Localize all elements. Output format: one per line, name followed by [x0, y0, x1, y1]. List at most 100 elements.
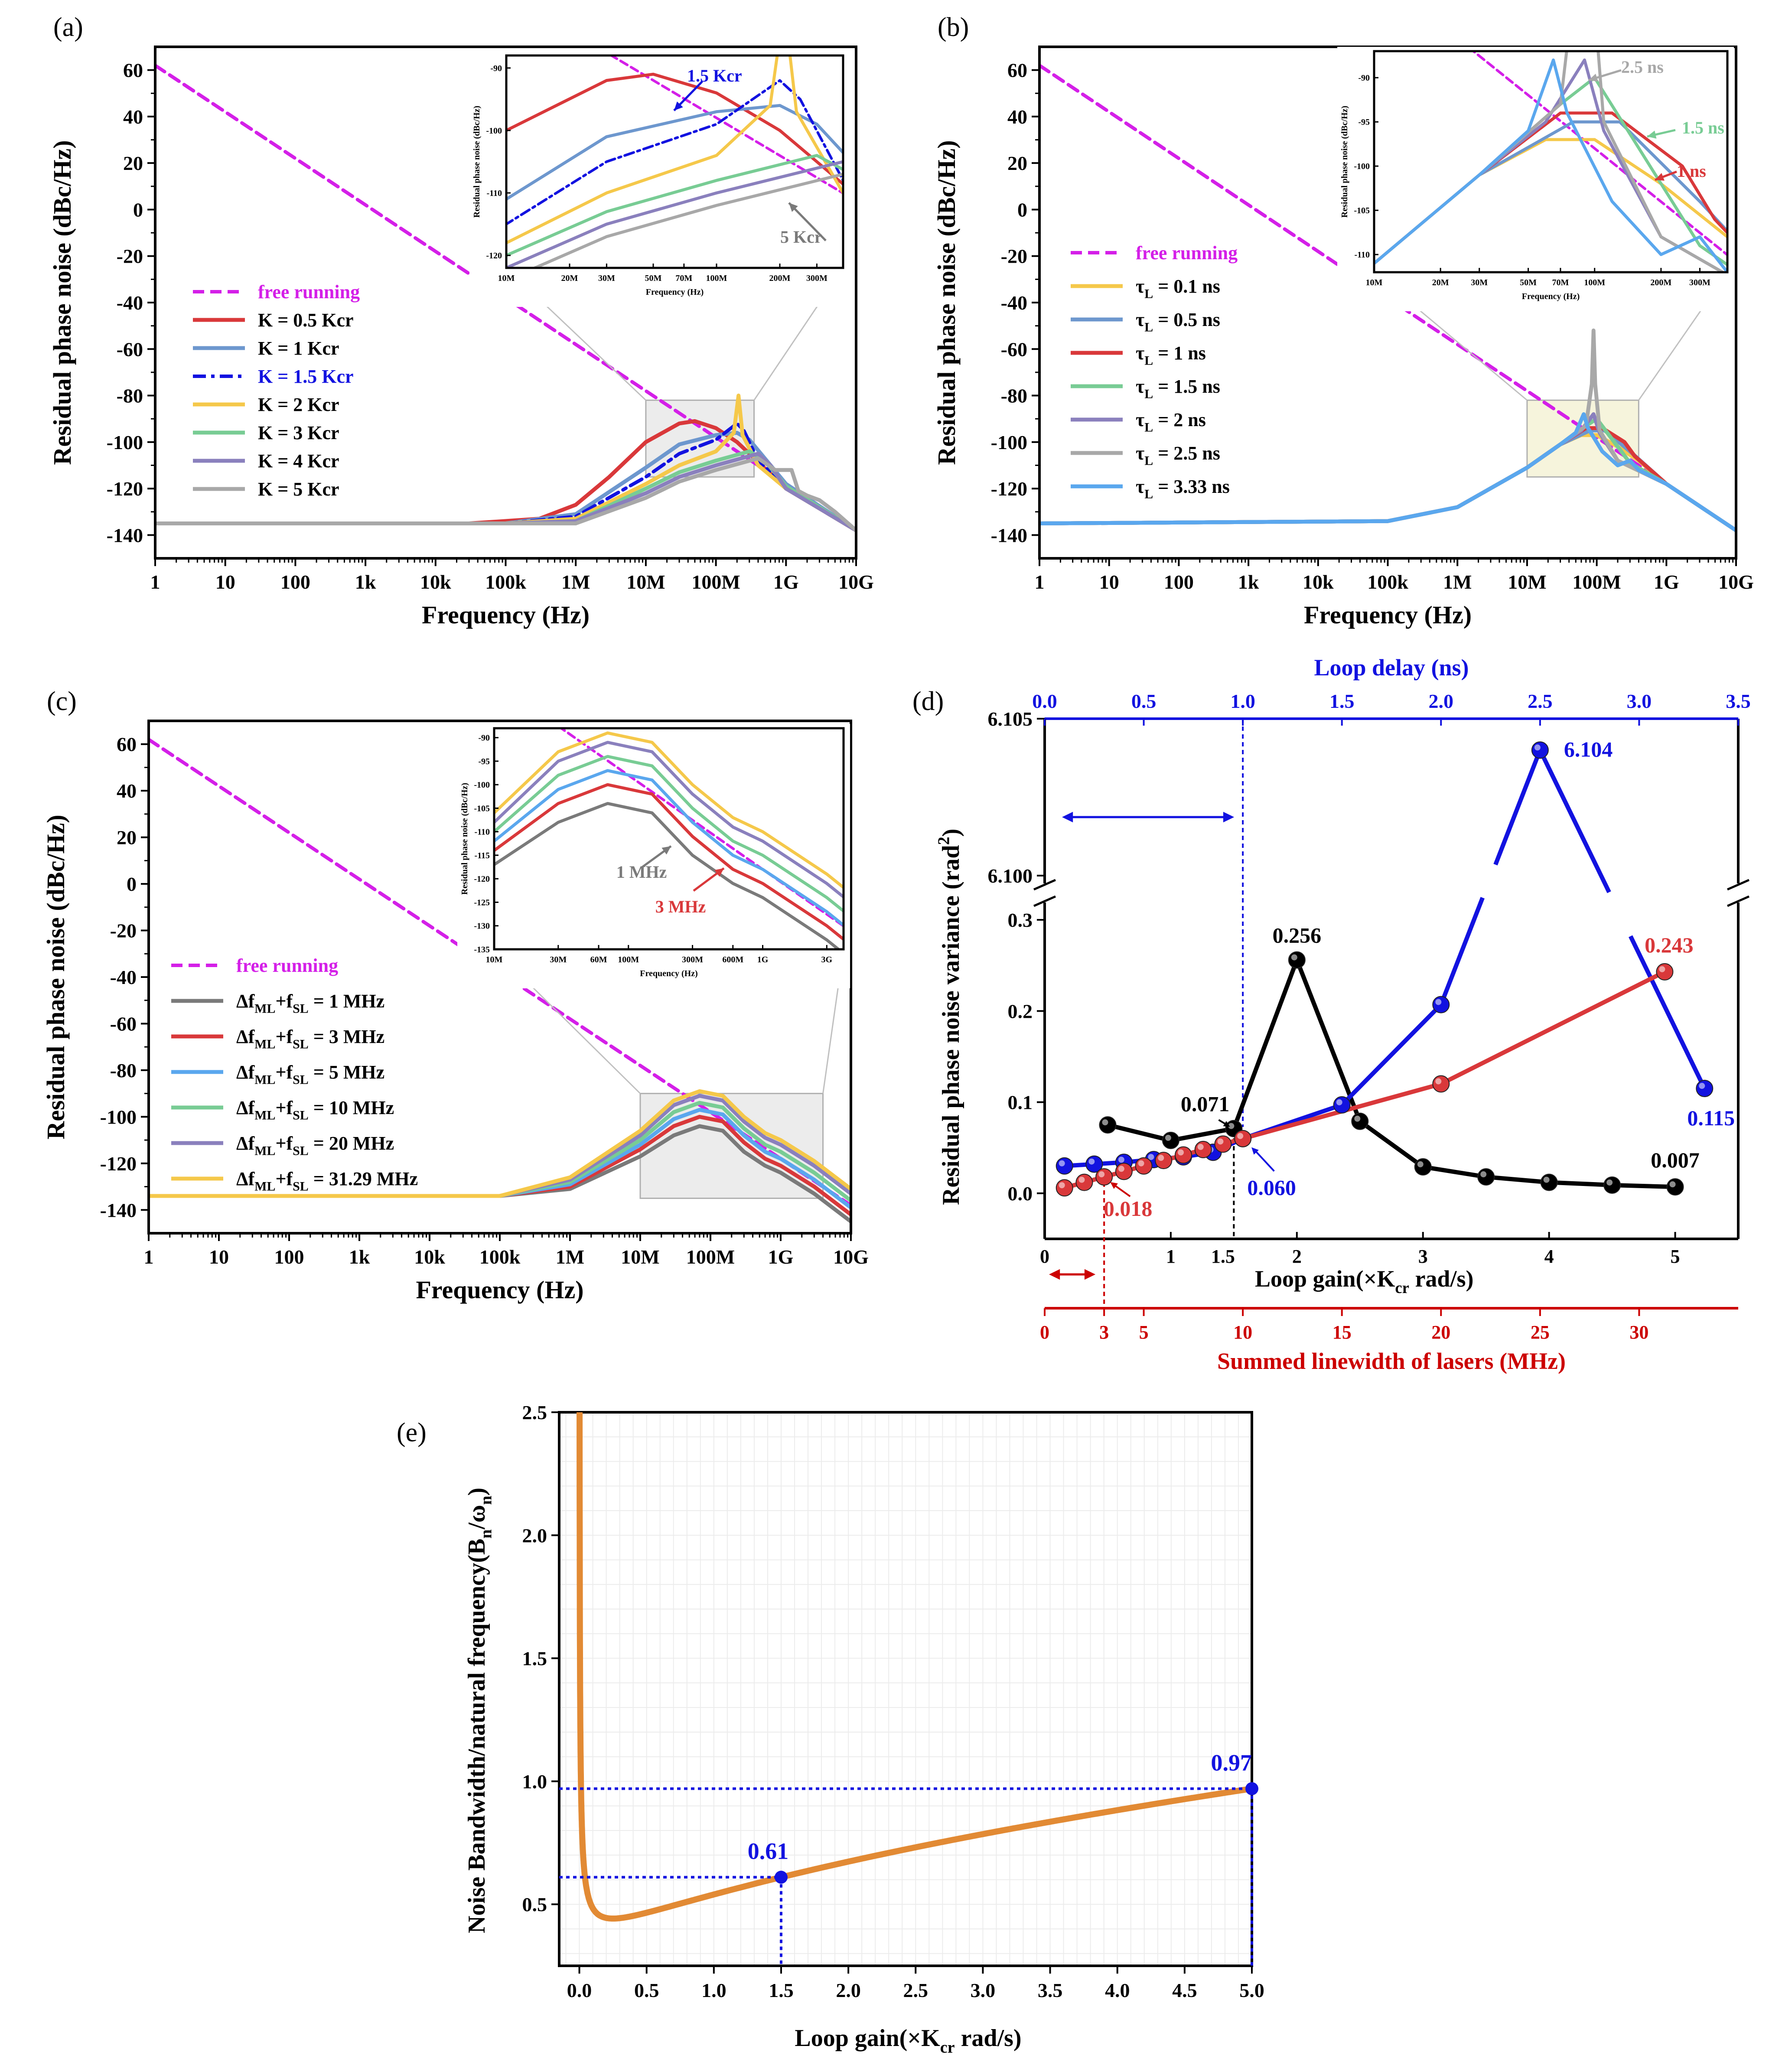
panel-label-a: (a)	[53, 13, 83, 42]
legend-label-a-5: K = 3 Kcr	[258, 422, 339, 443]
inset-y-tick-label-b-3: -95	[1358, 117, 1370, 127]
inset-x-tick-label-c-5: 600M	[722, 955, 743, 964]
legend-label-c-6: ΔfML+fSL = 31.29 MHz	[236, 1168, 418, 1193]
inset-x-tick-label-a-5: 100M	[706, 274, 727, 283]
inset-frame-a	[505, 54, 844, 269]
inset-x-tick-label-a-2: 30M	[598, 274, 615, 283]
inset-x-tick-label-a-4: 70M	[675, 274, 692, 283]
x-tick-label-b-9: 1G	[1654, 571, 1679, 593]
legend-label-c-4: ΔfML+fSL = 10 MHz	[236, 1097, 394, 1122]
series-line-b-7	[1039, 412, 1736, 533]
inset-y-tick-label-a-0: -120	[486, 251, 502, 261]
y-tick-label-b-7: 0	[1017, 199, 1027, 221]
x-tick-label-e-4: 2.0	[836, 1979, 861, 2001]
annotation-arrow-a-1	[788, 202, 827, 241]
legend-label-b-2-part-0: τ	[1136, 309, 1144, 330]
y-tick-label-c-3: -80	[110, 1059, 137, 1082]
red-x-tick-label-4: 15	[1332, 1322, 1352, 1343]
y-axis-title-d-part-1: 2	[935, 837, 953, 845]
inset-line-b-0	[1471, 51, 1727, 257]
inset-y-tick-label-b-1: -105	[1354, 206, 1370, 215]
x-tick-label-a-10: 10G	[838, 571, 874, 593]
legend-label-c-6-part-2: +f	[275, 1168, 293, 1189]
data-point-d-1-10	[1696, 1080, 1714, 1098]
inset-x-tick-label-c-2: 60M	[590, 955, 607, 964]
data-point-d-0-4	[1351, 1112, 1369, 1130]
y-tick-label-b-0: -140	[991, 524, 1027, 546]
legend-label-c-2-part-0: Δf	[236, 1026, 255, 1047]
legend-label-b-6-part-0: τ	[1136, 443, 1144, 464]
legend-label-b-1-part-1: L	[1144, 287, 1153, 301]
legend-label-b-5-part-2: = 2 ns	[1153, 409, 1206, 430]
x-tick-label-b-7: 10M	[1508, 571, 1546, 593]
red-x-tick-label-5: 20	[1431, 1322, 1450, 1343]
red-x-tick-label-1: 3	[1099, 1322, 1109, 1343]
y-axis-title-e-part-4: )	[463, 1488, 490, 1496]
inset-line-c-2	[494, 783, 844, 942]
legend-label-c-5-part-1: ML	[254, 1144, 275, 1158]
annotation-arrowhead-a-0	[674, 101, 683, 111]
pointer-arrowhead-blue	[1251, 1147, 1259, 1155]
data-point-shine	[1237, 1133, 1244, 1139]
legend-label-a-1: K = 0.5 Kcr	[258, 309, 354, 331]
inset-x-tick-label-c-1: 30M	[550, 955, 567, 964]
inset-y-tick-label-c-8: -95	[478, 757, 490, 766]
y-tick-label-d-low-0: 0.0	[1008, 1183, 1033, 1205]
data-point-d-0-8	[1603, 1176, 1621, 1194]
y-axis-title-e-part-3: n	[477, 1495, 495, 1505]
y-tick-label-d-high-1: 6.105	[988, 708, 1033, 730]
x-axis-title-c: Frequency (Hz)	[416, 1276, 583, 1304]
plot-frame-a	[154, 46, 857, 560]
axis-break-mark	[1727, 895, 1750, 907]
legend-label-c-3-part-4: = 5 MHz	[309, 1062, 384, 1083]
inset-line-a-3	[506, 79, 843, 226]
y-tick-label-c-8: 20	[117, 827, 137, 849]
data-point-d-0-6	[1477, 1168, 1495, 1186]
annotation-arrowhead-b-1	[1647, 130, 1657, 139]
inset-line-b-1	[1374, 138, 1727, 265]
data-point-d-2-11	[1656, 963, 1674, 981]
data-point-d-2-3	[1115, 1163, 1133, 1180]
legend-label-b-3-part-1: L	[1144, 353, 1153, 368]
y-tick-label-d-low-3: 0.3	[1008, 909, 1033, 931]
series-line-a-7	[155, 456, 856, 533]
inset-line-b-3	[1374, 111, 1727, 265]
inset-y-tick-label-a-1: -110	[486, 189, 502, 198]
annotation-label-b-1: 1.5 ns	[1682, 118, 1724, 137]
pointer-arrowhead-black	[1223, 1121, 1230, 1127]
axis-break-mark	[1727, 879, 1750, 891]
inset-x-tick-label-c-6: 1G	[757, 955, 769, 964]
x-axis-title-e-part-0: Loop gain(×K	[795, 2025, 940, 2052]
pointer-arrow-blue	[1253, 1149, 1275, 1172]
legend-label-c-4-part-3: SL	[293, 1108, 309, 1122]
inset-line-b-2	[1374, 120, 1727, 265]
legend-label-c-1-part-2: +f	[275, 990, 293, 1012]
annotation-arrowhead-c-0	[661, 846, 671, 855]
x-tick-label-e-0: 0.0	[567, 1979, 592, 2001]
series-segment-d-0-8	[1612, 1183, 1675, 1189]
x-tick-label-b-6: 1M	[1443, 571, 1472, 593]
legend-label-c-1: ΔfML+fSL = 1 MHz	[236, 990, 384, 1016]
series-line-e-0	[577, 1412, 1252, 1922]
x-tick-label-c-1: 10	[209, 1246, 229, 1268]
x-tick-label-e-10: 5.0	[1239, 1979, 1264, 2001]
inset-line-a-4	[506, 55, 843, 245]
top-x-tick-label-0: 0.0	[1032, 690, 1057, 712]
inset-line-b-6	[1374, 51, 1726, 272]
inset-x-tick-label-b-5: 100M	[1584, 278, 1605, 287]
x-tick-label-e-1: 0.5	[634, 1979, 659, 2001]
series-segment-d-1-8	[1439, 897, 1485, 1006]
legend-label-c-4-part-0: Δf	[236, 1097, 255, 1118]
data-point-shine	[1336, 1099, 1342, 1105]
x-tick-label-a-2: 100	[280, 571, 310, 593]
legend-label-c-5-part-0: Δf	[236, 1133, 255, 1154]
data-point-d-2-0	[1056, 1179, 1073, 1197]
y-tick-label-d-low-2: 0.2	[1008, 1000, 1033, 1022]
x-tick-label-c-9: 1G	[768, 1246, 794, 1268]
y-tick-label-d-high-0: 6.100	[988, 865, 1033, 887]
series-segment-d-0-0	[1107, 1123, 1172, 1143]
data-point-shine	[1480, 1171, 1487, 1178]
data-point-d-1-0	[1056, 1157, 1073, 1175]
legend-label-b-3: τL = 1 ns	[1136, 342, 1206, 368]
range-arrow-blue-head-left	[1062, 811, 1073, 823]
